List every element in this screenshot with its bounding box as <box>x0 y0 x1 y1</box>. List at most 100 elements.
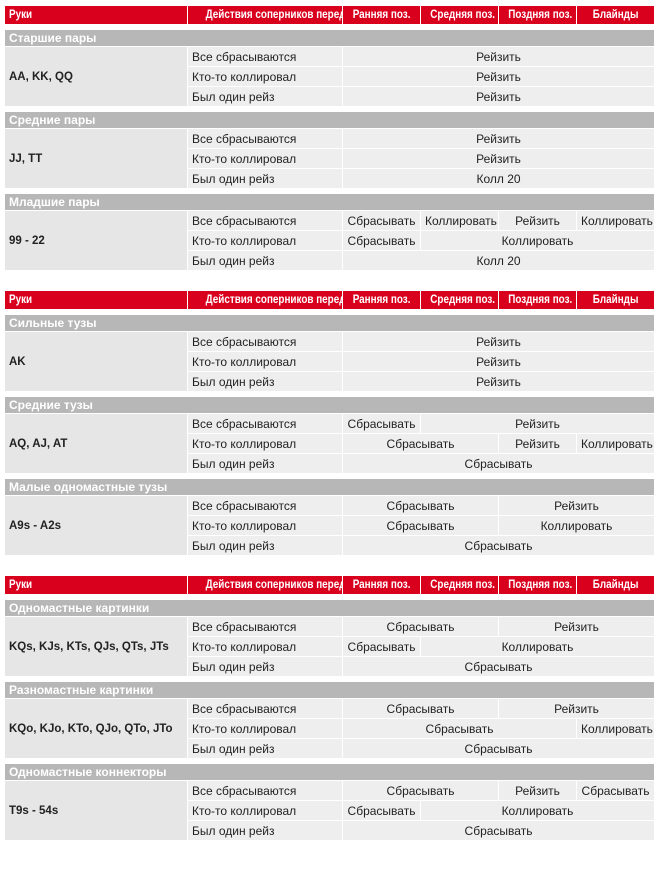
decision: Сбрасывать <box>342 780 499 801</box>
action: Был один рейз <box>187 168 343 189</box>
group-title: Одномастные картинки <box>4 599 655 617</box>
hands: KQs, KJs, KTs, QJs, QTs, JTs <box>4 616 188 677</box>
group-title-row: Старшие пары <box>4 29 655 47</box>
action-row: KQo, KJo, KTo, QJo, QTo, JTo Все сбрасыва… <box>4 698 655 759</box>
decision: Сбрасывать <box>342 616 499 637</box>
action-row: 99 - 22 Все сбрасываются Сбрасывать Коллиро… <box>4 210 655 271</box>
header-cell: Руки <box>4 575 188 595</box>
group-title: Сильные тузы <box>4 314 655 332</box>
action-row: Был один рейз Колл 20 <box>5 250 655 271</box>
header-cell: Ранняя поз. <box>342 5 421 25</box>
action: Был один рейз <box>187 86 343 107</box>
action: Все сбрасываются <box>187 616 343 637</box>
header-text: Ранняя поз. <box>352 579 411 591</box>
strategy-table: Руки Действия соперников перед вами Ранняя… <box>4 575 655 841</box>
group-title-row: Сильные тузы <box>4 314 655 332</box>
header-text: Средняя поз. <box>430 294 496 306</box>
action-row: Кто-то коллировал Сбрасывать Коллировать <box>5 636 655 657</box>
action-row: Кто-то коллировал Рейзить <box>5 351 655 372</box>
decision: Сбрасывать <box>342 413 421 434</box>
group-title-row: Одномастные коннекторы <box>4 763 655 781</box>
action: Все сбрасываются <box>187 210 343 231</box>
decision: Колл 20 <box>342 250 655 271</box>
header-text: Действия соперников перед вами <box>205 294 342 306</box>
action: Был один рейз <box>187 453 343 474</box>
decision: Коллировать <box>576 433 655 454</box>
strategy-table: Руки Действия соперников перед вами Ранняя… <box>4 290 655 556</box>
action-row: Кто-то коллировал Сбрасывать Коллировать <box>5 718 655 739</box>
decision: Коллировать <box>576 210 655 231</box>
action-row: Был один рейз Колл 20 <box>5 168 655 189</box>
hands: AK <box>4 331 188 392</box>
action: Все сбрасываются <box>187 413 343 434</box>
decision: Сбрасывать <box>342 698 499 719</box>
action: Кто-то коллировал <box>187 351 343 372</box>
decision: Коллировать <box>420 636 655 657</box>
decision: Рейзить <box>498 210 577 231</box>
action-row: Был один рейз Сбрасывать <box>5 820 655 841</box>
decision: Рейзить <box>342 66 655 87</box>
header-text: Руки <box>9 294 33 306</box>
header-cell: Руки <box>4 290 188 310</box>
action-row: AQ, AJ, AT Все сбрасываются Сбрасывать Рейз… <box>4 413 655 474</box>
header-cell: Средняя поз. <box>420 575 499 595</box>
hands: KQo, KJo, KTo, QJo, QTo, JTo <box>4 698 188 759</box>
action: Все сбрасываются <box>187 46 343 67</box>
header-cell: Блайнды <box>576 5 655 25</box>
decision: Рейзить <box>342 86 655 107</box>
header-text: Руки <box>9 9 33 21</box>
decision: Рейзить <box>342 351 655 372</box>
decision: Рейзить <box>342 128 655 149</box>
header-text: Поздняя поз. <box>508 294 573 306</box>
action-row: Был один рейз Сбрасывать <box>5 656 655 677</box>
group-title: Младшие пары <box>4 193 655 211</box>
decision: Рейзить <box>342 331 655 352</box>
group-title: Разномастные картинки <box>4 681 655 699</box>
action: Кто-то коллировал <box>187 800 343 821</box>
group-title-row: Средние пары <box>4 111 655 129</box>
action-row: Был один рейз Сбрасывать <box>5 535 655 556</box>
action-row: A9s - A2s Все сбрасываются Сбрасывать Рейзи… <box>4 495 655 556</box>
decision: Сбрасывать <box>342 515 499 536</box>
header-text: Поздняя поз. <box>508 579 573 591</box>
group-title-row: Малые одномастные тузы <box>4 478 655 496</box>
decision: Сбрасывать <box>342 495 499 516</box>
action-row: T9s - 54s Все сбрасываются Сбрасывать Рейзи… <box>4 780 655 841</box>
header-cell: Руки <box>4 5 188 25</box>
decision: Сбрасывать <box>342 718 577 739</box>
action: Кто-то коллировал <box>187 718 343 739</box>
action: Был один рейз <box>187 656 343 677</box>
action-row: AK Все сбрасываются Рейзить <box>4 331 655 392</box>
decision: Сбрасывать <box>342 210 421 231</box>
action-row: Кто-то коллировал Сбрасывать Коллировать <box>5 800 655 821</box>
header-text: Блайнды <box>592 579 639 591</box>
header-cell: Средняя поз. <box>420 290 499 310</box>
header-row: Руки Действия соперников перед вами Ранняя… <box>4 290 655 310</box>
decision: Сбрасывать <box>342 656 655 677</box>
header-text: Действия соперников перед вами <box>205 9 342 21</box>
hands: T9s - 54s <box>4 780 188 841</box>
header-cell: Средняя поз. <box>420 5 499 25</box>
header-cell: Поздняя поз. <box>498 575 577 595</box>
action-row: Был один рейз Рейзить <box>5 371 655 392</box>
hands: A9s - A2s <box>4 495 188 556</box>
action: Все сбрасываются <box>187 698 343 719</box>
header-text: Средняя поз. <box>430 579 496 591</box>
action: Все сбрасываются <box>187 128 343 149</box>
decision: Рейзить <box>342 46 655 67</box>
action-row: JJ, TT Все сбрасываются Рейзить <box>4 128 655 189</box>
action-row: Был один рейз Сбрасывать <box>5 453 655 474</box>
header-cell: Поздняя поз. <box>498 5 577 25</box>
header-cell: Действия соперников перед вами <box>187 5 343 25</box>
action-row: AA, KK, QQ Все сбрасываются Рейзить <box>4 46 655 107</box>
hands: JJ, TT <box>4 128 188 189</box>
decision: Колл 20 <box>342 168 655 189</box>
header-text: Ранняя поз. <box>352 294 411 306</box>
group-title-row: Средние тузы <box>4 396 655 414</box>
action: Был один рейз <box>187 738 343 759</box>
group-title: Малые одномастные тузы <box>4 478 655 496</box>
header-cell: Ранняя поз. <box>342 575 421 595</box>
action-row: Был один рейз Сбрасывать <box>5 738 655 759</box>
action-row: Кто-то коллировал Сбрасывать Коллировать <box>5 230 655 251</box>
action: Был один рейз <box>187 250 343 271</box>
